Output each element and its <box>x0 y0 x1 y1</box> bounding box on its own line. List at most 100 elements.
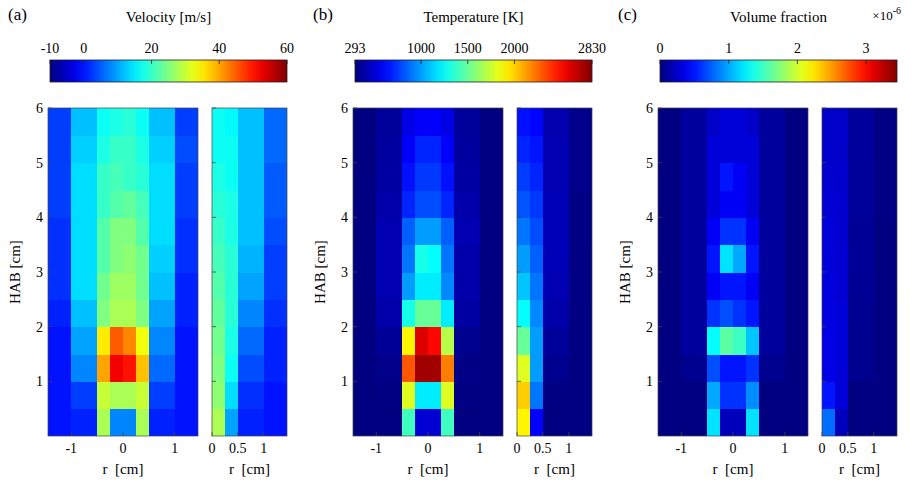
heat-cell <box>658 245 682 273</box>
heat-cell <box>720 108 734 136</box>
heat-cell <box>835 272 849 300</box>
heat-cell <box>785 354 808 382</box>
colorbar-tick <box>514 60 515 64</box>
heat-cell <box>759 135 785 163</box>
heat-cell <box>480 163 503 191</box>
heat-cell <box>212 245 226 273</box>
heat-cell <box>136 245 150 273</box>
heat-cell <box>720 163 734 191</box>
heat-cell <box>681 272 707 300</box>
colorbar-tick <box>83 60 84 64</box>
heat-cell <box>149 381 175 409</box>
heat-cell <box>149 327 175 355</box>
heat-cell <box>353 190 377 218</box>
heat-cell <box>402 163 416 191</box>
heat-cell <box>97 272 111 300</box>
x-tick-label: 1 <box>171 441 178 456</box>
heat-cell <box>353 381 377 409</box>
heat-cell <box>658 163 682 191</box>
heat-cell <box>848 190 874 218</box>
y-tick <box>517 381 521 382</box>
heat-cell <box>874 108 897 136</box>
heat-cell <box>707 135 721 163</box>
x-tick-label: 0.5 <box>229 441 247 456</box>
y-tick <box>212 217 216 218</box>
heat-cell <box>175 135 198 163</box>
heat-cell <box>136 217 150 245</box>
heat-cell <box>480 381 503 409</box>
heat-cell <box>175 245 198 273</box>
heat-cell <box>530 108 544 136</box>
heat-cell <box>415 217 429 245</box>
heat-cell <box>71 217 97 245</box>
heat-cell <box>212 108 226 136</box>
heat-cell <box>110 135 124 163</box>
heat-cell <box>569 190 592 218</box>
heat-cell <box>720 354 734 382</box>
heat-cell <box>733 217 747 245</box>
plot-frame <box>48 108 198 436</box>
heat-cell <box>175 217 198 245</box>
heat-cell <box>530 272 544 300</box>
heat-cell <box>848 381 874 409</box>
heat-cell <box>136 272 150 300</box>
heat-cell <box>835 245 849 273</box>
heat-cell <box>874 299 897 327</box>
heat-cell <box>264 190 287 218</box>
heat-cell <box>720 135 734 163</box>
heat-cell <box>238 217 264 245</box>
heat-cell <box>454 381 480 409</box>
y-tick <box>353 381 357 382</box>
heat-cell <box>110 108 124 136</box>
colorbar-tick-label: 0 <box>657 41 664 56</box>
y-tick <box>48 108 52 109</box>
heat-cell <box>707 245 721 273</box>
heat-cell <box>110 409 124 436</box>
heat-cell <box>848 163 874 191</box>
heat-cell <box>822 163 836 191</box>
x-tick <box>822 432 823 436</box>
heat-cell <box>822 135 836 163</box>
heat-cell <box>733 163 747 191</box>
heat-cell <box>238 409 264 436</box>
heat-cell <box>225 163 239 191</box>
heat-cell <box>517 108 531 136</box>
heat-cell <box>569 381 592 409</box>
heat-cell <box>441 135 455 163</box>
heat-cell <box>175 163 198 191</box>
heat-cell <box>264 299 287 327</box>
heat-cell <box>707 108 721 136</box>
y-tick <box>517 108 521 109</box>
y-tick-label: 1 <box>341 374 348 389</box>
heat-cell <box>822 108 836 136</box>
heat-cell <box>658 135 682 163</box>
heat-cell <box>785 108 808 136</box>
heat-cell <box>822 299 836 327</box>
heat-cell <box>97 135 111 163</box>
heat-cell <box>402 409 416 436</box>
heat-cell <box>71 327 97 355</box>
heat-cell <box>658 409 682 436</box>
colorbar-tick <box>467 60 468 64</box>
y-tick-label: 3 <box>646 265 653 280</box>
heat-cell <box>835 381 849 409</box>
heat-cell <box>149 245 175 273</box>
heat-cell <box>569 163 592 191</box>
heat-cell <box>746 245 760 273</box>
heat-cell <box>874 135 897 163</box>
colorbar-tick <box>592 60 593 64</box>
heatmap <box>822 108 897 436</box>
x-tick-label: 1 <box>476 441 483 456</box>
x-axis-title: r [cm] <box>839 461 880 477</box>
heat-cell <box>822 354 836 382</box>
heat-cell <box>681 245 707 273</box>
y-tick <box>822 326 826 327</box>
y-tick <box>658 326 662 327</box>
x-tick <box>568 432 569 436</box>
heat-cell <box>110 245 124 273</box>
heat-cell <box>681 354 707 382</box>
heat-cell <box>48 381 72 409</box>
heat-cell <box>428 299 442 327</box>
heatmap <box>353 108 503 436</box>
heat-cell <box>517 217 531 245</box>
